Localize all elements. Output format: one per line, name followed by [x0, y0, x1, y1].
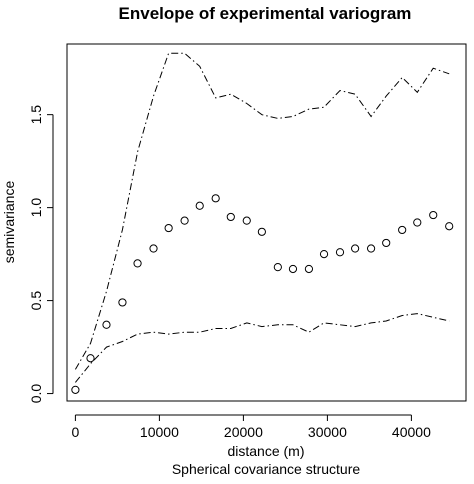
- x-axis-label: distance (m): [227, 443, 304, 459]
- y-tick-label: 1.0: [28, 198, 44, 218]
- series-layer: [71, 52, 454, 394]
- plot-frame: [66, 43, 467, 402]
- envelope-line: [74, 52, 450, 370]
- data-point: [413, 218, 422, 227]
- data-point: [351, 244, 360, 253]
- y-axis-label: semivariance: [1, 181, 17, 264]
- y-axis: 0.0 0.5 1.0 1.5: [28, 105, 54, 404]
- data-point: [118, 298, 127, 307]
- data-point: [366, 244, 376, 253]
- data-point: [226, 212, 235, 222]
- data-point: [86, 354, 95, 363]
- data-point: [288, 264, 298, 274]
- y-tick-label: 1.5: [28, 105, 44, 125]
- data-point: [319, 250, 329, 259]
- data-point: [195, 201, 204, 210]
- data-point: [257, 227, 266, 236]
- data-point: [133, 259, 142, 268]
- x-tick-label: 0: [72, 424, 80, 440]
- data-point: [242, 216, 251, 225]
- data-point: [180, 216, 189, 225]
- x-tick-label: 20000: [224, 424, 263, 440]
- y-tick-label: 0.5: [28, 291, 44, 311]
- data-point: [164, 223, 173, 233]
- data-point: [71, 385, 80, 394]
- data-point: [335, 248, 345, 257]
- data-point: [445, 222, 454, 231]
- data-point: [211, 194, 220, 203]
- data-point: [304, 264, 314, 274]
- data-point: [382, 238, 391, 248]
- envelope-line: [75, 313, 450, 383]
- x-axis: 0 10000 20000 30000 40000: [72, 414, 431, 440]
- x-tick-label: 10000: [140, 424, 179, 440]
- data-point: [429, 210, 438, 220]
- x-tick-label: 40000: [392, 424, 431, 440]
- data-point: [102, 320, 111, 329]
- x-tick-label: 30000: [308, 424, 347, 440]
- y-tick-label: 0.0: [28, 384, 44, 404]
- chart-subtitle: Spherical covariance structure: [172, 461, 361, 477]
- data-point: [398, 225, 407, 235]
- data-point: [273, 263, 282, 272]
- chart-title: Envelope of experimental variogram: [119, 4, 412, 23]
- data-point: [149, 244, 158, 253]
